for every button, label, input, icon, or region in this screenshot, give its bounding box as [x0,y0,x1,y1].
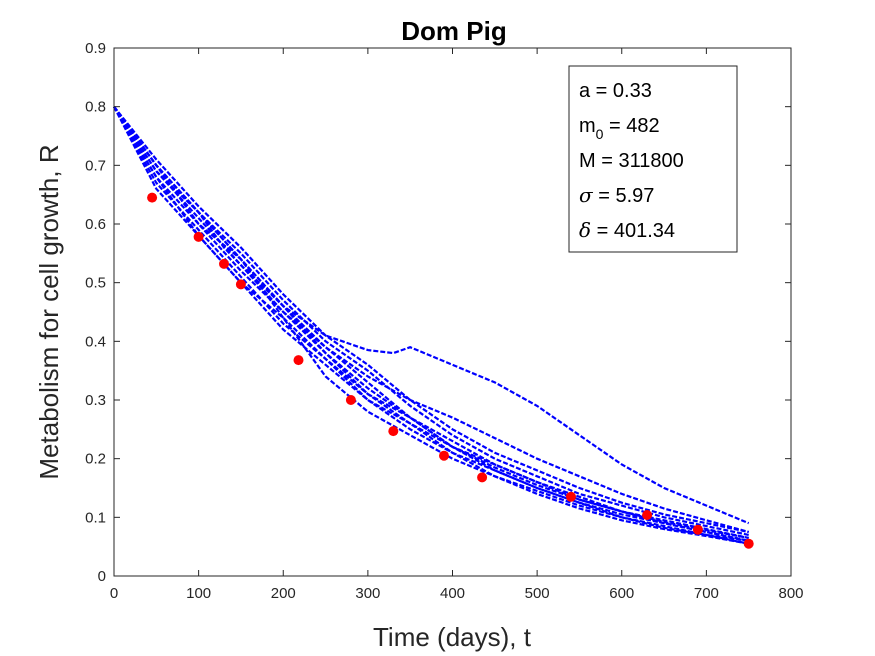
legend-entry: σ = 5.97 [579,183,654,207]
y-tick-label: 0.6 [85,216,106,233]
y-axis-label: Metabolism for cell growth, R [34,144,64,479]
series-line-5 [113,106,749,545]
series-line-3 [113,106,749,545]
x-tick-label: 700 [694,585,719,602]
x-tick-label: 0 [110,585,118,602]
data-point [743,538,754,549]
legend-entry: M = 311800 [579,150,684,172]
legend-box: a = 0.33 m0 = 482 M = 311800 σ = 5.97 δ = 40… [568,65,738,253]
y-tick-label: 0 [98,568,106,585]
x-tick-label: 100 [186,585,211,602]
legend-entry: δ = 401.34 [579,218,675,242]
y-tick-label: 0.3 [85,392,106,409]
y-tick-label: 0.2 [85,451,106,468]
x-axis-ticks: 0 100 200 300 400 500 600 700 800 [110,48,804,602]
series-line-6 [113,106,749,534]
series-line-11 [113,106,749,534]
data-point [193,231,204,242]
data-point [219,258,229,269]
y-tick-label: 0.4 [85,333,106,350]
y-tick-label: 0.1 [85,509,106,526]
y-tick-label: 0.5 [85,275,106,292]
x-tick-label: 600 [609,585,634,602]
x-tick-label: 300 [355,585,380,602]
data-point [293,355,304,366]
data-point [388,426,399,437]
series-line-10 [113,106,750,525]
x-tick-label: 800 [778,585,803,602]
chart-title: Dom Pig [401,16,506,46]
data-point [235,279,246,290]
x-axis-label: Time (days), t [373,622,532,652]
legend-entry: a = 0.33 [579,80,652,102]
y-tick-label: 0.9 [85,40,106,57]
y-tick-label: 0.7 [85,157,106,174]
data-point [566,491,576,502]
x-tick-label: 500 [525,585,550,602]
y-tick-label: 0.8 [85,99,106,116]
legend-entry: m0 = 482 [579,115,660,142]
x-tick-label: 400 [440,585,465,602]
x-tick-label: 200 [271,585,296,602]
data-point [692,524,703,535]
series-line-4 [113,106,749,536]
data-point [439,450,449,461]
y-axis-ticks: 0 0.1 0.2 0.3 0.4 0.5 0.6 0.7 0.8 0.9 [85,40,791,585]
data-point [147,192,158,203]
data-point [642,510,653,520]
points-layer [147,192,754,549]
data-point [477,472,488,483]
data-point [345,395,356,405]
